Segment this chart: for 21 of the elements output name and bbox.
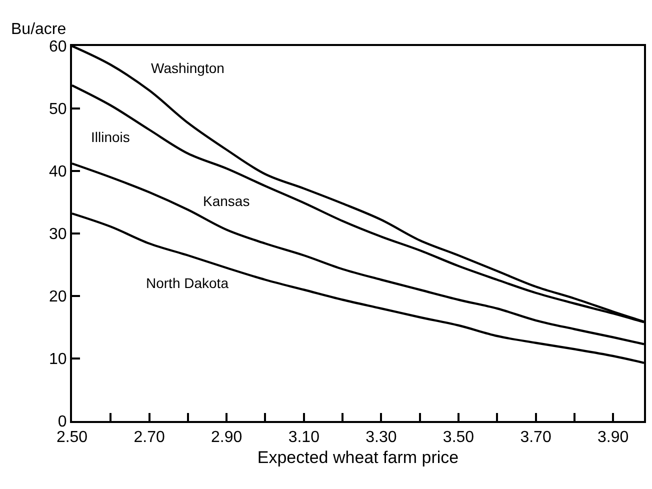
y-tick-label: 50 (49, 101, 67, 118)
x-tick-label: 2.70 (134, 429, 165, 446)
y-tick-label: 40 (49, 164, 67, 181)
x-tick-label: 2.90 (211, 429, 242, 446)
y-tick-label: 30 (49, 226, 67, 244)
x-tick-label: 2.50 (56, 429, 88, 446)
y-tick-label: 0 (58, 414, 67, 431)
series-label: Kansas (203, 193, 250, 209)
y-tick-label: 20 (49, 288, 67, 306)
series-label: Washington (151, 60, 224, 76)
series-label: Illinois (91, 129, 130, 145)
x-axis-title: Expected wheat farm price (257, 448, 459, 468)
x-tick-label: 3.50 (442, 429, 474, 446)
x-tick-label: 3.30 (366, 429, 397, 446)
y-axis-title: Bu/acre (11, 21, 66, 38)
x-tick-label: 3.90 (598, 429, 629, 446)
series-label: North Dakota (146, 275, 229, 291)
y-tick-label: 60 (49, 38, 67, 56)
x-tick-label: 3.70 (520, 429, 552, 446)
y-tick-label: 10 (49, 351, 67, 368)
x-tick-label: 3.10 (288, 429, 320, 446)
